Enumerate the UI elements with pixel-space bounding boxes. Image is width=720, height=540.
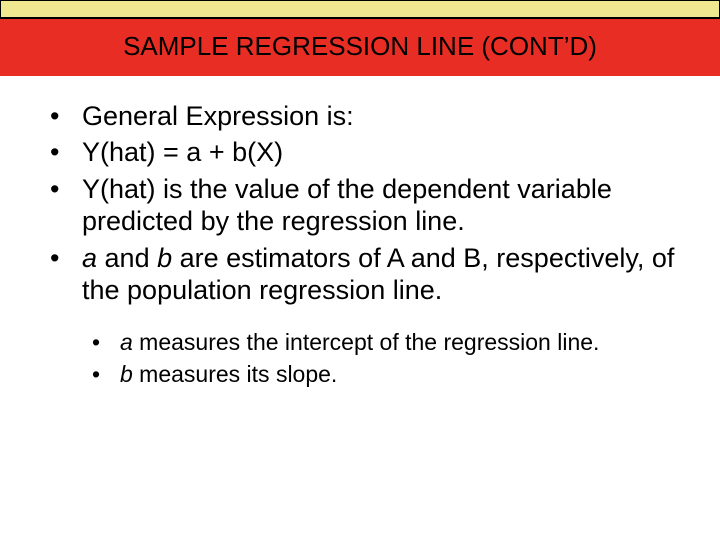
- bullet-item: General Expression is:: [40, 100, 680, 132]
- slide-title: SAMPLE REGRESSION LINE (CONT’D): [0, 31, 720, 62]
- title-bar: SAMPLE REGRESSION LINE (CONT’D): [0, 18, 720, 76]
- bullet-item: Y(hat) = a + b(X): [40, 136, 680, 168]
- bullet-item: a and b are estimators of A and B, respe…: [40, 242, 680, 307]
- bullet-item: Y(hat) is the value of the dependent var…: [40, 173, 680, 238]
- sub-bullet-list: a measures the intercept of the regressi…: [82, 328, 680, 388]
- top-accent-strip: [0, 0, 720, 18]
- sub-bullet-item: b measures its slope.: [82, 360, 680, 388]
- main-bullet-list: General Expression is: Y(hat) = a + b(X)…: [40, 100, 680, 306]
- sub-bullet-item: a measures the intercept of the regressi…: [82, 328, 680, 356]
- slide-content: General Expression is: Y(hat) = a + b(X)…: [0, 76, 720, 388]
